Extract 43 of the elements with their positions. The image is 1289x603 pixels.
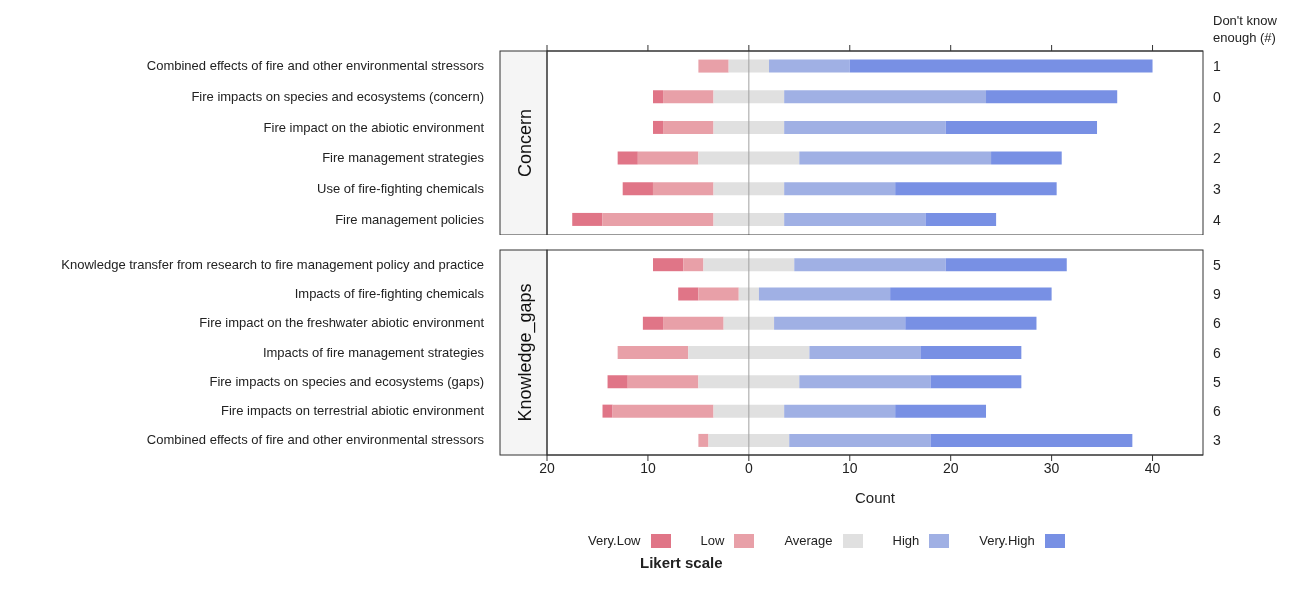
text: Concern xyxy=(514,108,535,178)
x-tick-label: 10 xyxy=(640,459,656,476)
x-tick-label: 30 xyxy=(1043,459,1060,476)
legend-label: Low xyxy=(700,533,725,548)
y-tick-label: Fire impacts on species and ecosystems (concern) xyxy=(191,89,484,104)
y2-tick-label: 3 xyxy=(1213,181,1221,197)
y2-tick-label: 3 xyxy=(1213,432,1221,449)
y-tick-label: Combined effects of fire and other environmental stressors xyxy=(146,432,485,448)
y-tick-label: Impacts of fire-fighting chemicals xyxy=(294,285,485,301)
y2-tick-label: 6 xyxy=(1213,344,1221,361)
y-tick-label: Combined effects of fire and other environmental stressors xyxy=(146,58,485,74)
x-tick-label: 10 xyxy=(841,459,858,476)
text: Knowledge_gaps xyxy=(514,283,536,422)
y2-tick-label: 1 xyxy=(1213,58,1221,75)
y-tick-label: Fire impact on the abiotic environment xyxy=(263,119,485,135)
y2-tick-label: 2 xyxy=(1213,119,1221,136)
x-tick-label: 0 xyxy=(744,459,753,476)
y2-tick-label: 5 xyxy=(1213,373,1221,390)
y-tick-label: Impacts of fire management strategies xyxy=(262,344,485,360)
y2-tick-label: 0 xyxy=(1213,89,1221,105)
y2-axis-title: Don't know enough (#) xyxy=(1213,13,1278,45)
legend-title: Likert scale xyxy=(639,554,724,571)
y2-tick-label: 2 xyxy=(1213,150,1221,167)
y2-tick-label: 6 xyxy=(1213,315,1221,332)
y2-tick-label: 6 xyxy=(1213,403,1221,420)
y2-tick-label: 9 xyxy=(1213,285,1221,302)
legend-label: Very.High xyxy=(979,533,1035,548)
y-tick-label: Fire impact on the freshwater abiotic environment xyxy=(199,315,485,331)
y-tick-label: Fire impacts on terrestrial abiotic environment xyxy=(221,403,485,419)
x-axis-title: Count xyxy=(854,489,896,506)
y2-tick-label: 5 xyxy=(1213,256,1221,273)
x-tick-label: 20 xyxy=(539,459,555,476)
x-tick-label: 20 xyxy=(942,459,959,476)
x-tick-label: 40 xyxy=(1144,459,1161,476)
y2-tick-label: 4 xyxy=(1213,211,1221,228)
y-tick-label: Fire management policies xyxy=(335,211,485,227)
y-tick-label: Use of fire-fighting chemicals xyxy=(317,181,485,196)
y-tick-label: Knowledge transfer from research to fire management policy and practice xyxy=(61,256,484,272)
y-tick-label: Fire management strategies xyxy=(322,150,485,166)
legend-label: Average xyxy=(784,533,833,548)
legend-label: Very.Low xyxy=(588,533,641,548)
y-tick-label: Fire impacts on species and ecosystems (gaps) xyxy=(209,373,484,389)
legend-label: High xyxy=(892,533,920,548)
